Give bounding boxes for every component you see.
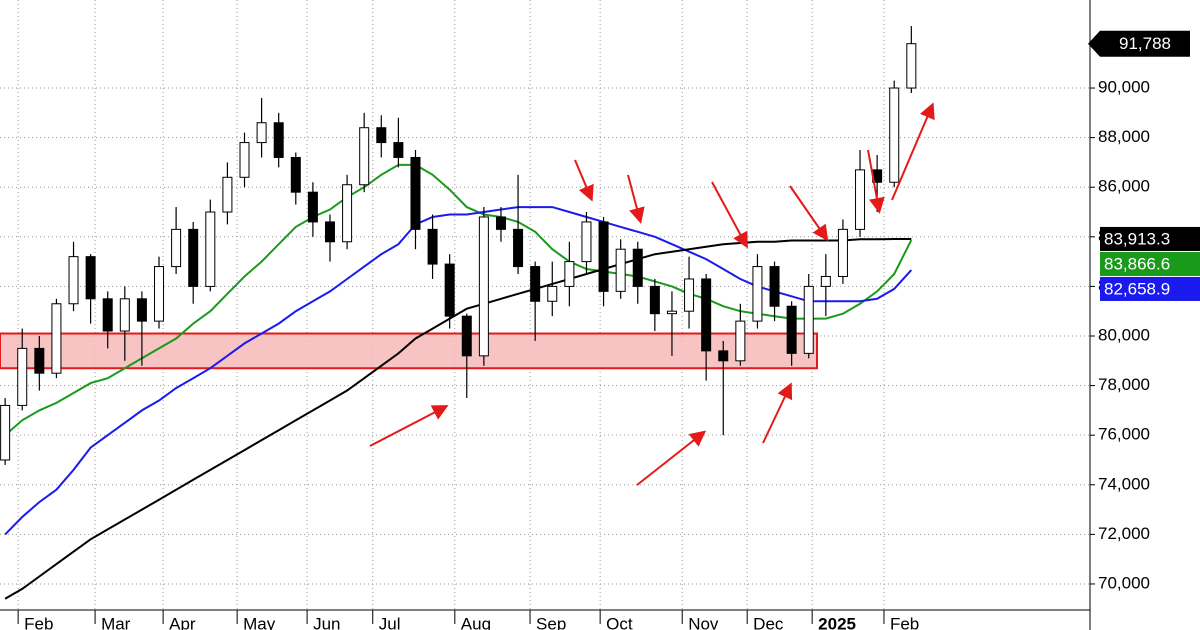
x-tick-label: Mar <box>101 614 131 630</box>
candle-body <box>376 127 387 144</box>
candle-body <box>701 278 712 352</box>
y-tick-label: 76,000 <box>1098 425 1150 444</box>
candle-body <box>290 156 301 193</box>
arrow <box>574 159 594 202</box>
candle-body <box>632 248 643 287</box>
candle-body <box>615 248 626 292</box>
x-tick-label: Nov <box>688 614 719 630</box>
support-zone <box>0 332 818 370</box>
candle-body <box>119 298 130 332</box>
ma-label-box <box>1100 226 1200 251</box>
ma-label-box <box>1100 276 1200 301</box>
arrow <box>627 174 645 224</box>
candle-body <box>171 228 182 268</box>
candle-body <box>478 216 489 357</box>
x-tick-label: Sep <box>536 614 566 630</box>
candle-body <box>342 184 353 243</box>
annotation-arrows <box>369 102 935 486</box>
arrow <box>789 185 829 242</box>
candle-body <box>530 266 541 302</box>
candle-body <box>444 263 455 317</box>
candle-body <box>752 266 763 322</box>
candle-body <box>239 142 250 178</box>
arrow <box>636 430 707 486</box>
x-tick-label: Feb <box>24 614 53 630</box>
candle-body <box>393 142 404 158</box>
arrow <box>867 149 885 214</box>
y-tick-label: 86,000 <box>1098 177 1150 196</box>
candle-body <box>154 266 165 322</box>
candle-body <box>17 347 28 406</box>
candle-body <box>68 256 79 305</box>
candle-body <box>410 156 421 230</box>
y-tick-label: 80,000 <box>1098 325 1150 344</box>
x-tick-label: May <box>243 614 276 630</box>
candle-body <box>718 350 729 362</box>
candle-body <box>205 211 216 287</box>
candle-body <box>136 298 147 322</box>
arrow <box>369 405 449 447</box>
x-tick-label: Aug <box>461 614 491 630</box>
candle-body <box>598 221 609 292</box>
candle-body <box>581 221 592 263</box>
y-tick-label: 74,000 <box>1098 474 1150 493</box>
ma-label: 82,658.9 <box>1104 279 1170 298</box>
candle-body <box>564 261 575 287</box>
x-tick-label: Apr <box>169 614 196 630</box>
candle-body <box>0 404 11 461</box>
candle-body <box>803 285 814 354</box>
last-price-label: 91,788 <box>1119 34 1171 53</box>
moving-average-line <box>4 206 913 536</box>
candle-body <box>684 278 695 312</box>
candle-body <box>513 228 524 268</box>
candle-body <box>906 43 917 89</box>
candle-body <box>324 221 335 243</box>
candle-body <box>820 275 831 287</box>
candle-body <box>222 176 233 213</box>
candle-body <box>273 122 284 158</box>
candle-body <box>769 266 780 307</box>
candle-body <box>666 310 677 315</box>
y-tick-label: 90,000 <box>1098 78 1150 97</box>
y-tick-label: 72,000 <box>1098 524 1150 543</box>
candle-body <box>735 320 746 362</box>
last-price-tag <box>1088 30 1190 57</box>
candle-body <box>495 216 506 230</box>
y-tick-label: 70,000 <box>1098 573 1150 592</box>
ma-label-box <box>1100 251 1200 276</box>
x-tick-label: Dec <box>753 614 784 630</box>
candle-body <box>102 298 113 332</box>
candle-body <box>188 228 199 287</box>
x-tick-label: Oct <box>606 614 633 630</box>
candle-body <box>34 347 45 374</box>
candle-body <box>307 191 318 223</box>
x-tick-label: Feb <box>890 614 919 630</box>
arrow <box>762 382 793 444</box>
candle-body <box>855 169 866 230</box>
y-tick-label: 78,000 <box>1098 375 1150 394</box>
ma-label: 83,913.3 <box>1104 229 1170 248</box>
candle-body <box>837 228 848 277</box>
arrow <box>711 181 748 249</box>
candle-body <box>649 285 660 315</box>
moving-average-line <box>4 238 912 600</box>
candle-body <box>256 122 267 144</box>
candle-body <box>51 303 62 374</box>
x-tick-label: Jul <box>379 614 401 630</box>
candle-body <box>427 228 438 265</box>
candle-body <box>461 315 472 357</box>
candle-body <box>85 256 96 300</box>
arrow <box>891 102 935 201</box>
candle-body <box>547 285 558 302</box>
y-tick-label: 88,000 <box>1098 127 1150 146</box>
candle-body <box>359 127 370 186</box>
candle-body <box>786 305 797 354</box>
x-tick-label: Jun <box>313 614 340 630</box>
ma-label: 83,866.6 <box>1104 254 1170 273</box>
candle-body <box>889 87 900 183</box>
x-tick-label: 2025 <box>818 614 856 630</box>
